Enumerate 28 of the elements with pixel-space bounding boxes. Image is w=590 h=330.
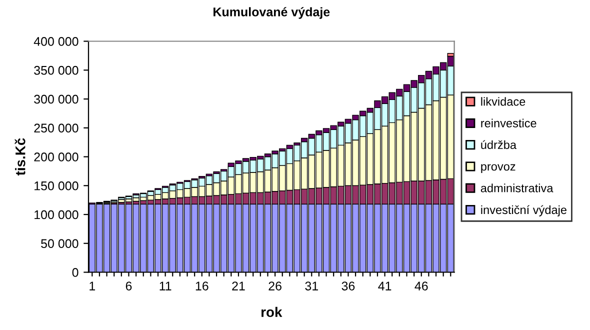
y-tick-label: 250 000 — [34, 124, 78, 133]
x-tick-label: 31 — [305, 282, 318, 290]
x-tick-label: 1 — [90, 282, 96, 290]
y-tick-label: 300 000 — [34, 94, 78, 104]
y-tick-label: 200 000 — [34, 152, 78, 162]
y-tick-label: 0 — [72, 268, 78, 277]
legend-label: reinvestice — [481, 118, 536, 128]
legend-label: údržba — [481, 140, 516, 150]
legend-label: investiční výdaje — [481, 205, 566, 216]
x-axis-title: rok — [262, 306, 282, 318]
y-axis-title: tis.Kč — [14, 138, 26, 176]
x-tick-label: 36 — [342, 282, 355, 290]
chart-title: Kumulované výdaje — [214, 7, 330, 19]
x-tick-label: 6 — [126, 282, 132, 290]
y-tick-label: 400 000 — [34, 37, 78, 46]
legend-label: likvidace — [481, 97, 526, 106]
x-tick-label: 21 — [232, 282, 245, 290]
x-tick-label: 11 — [160, 282, 172, 290]
y-tick-label: 50 000 — [41, 239, 78, 248]
legend-label: provoz — [481, 164, 516, 173]
legend-label: administrativa — [480, 184, 554, 192]
x-tick-label: 26 — [268, 282, 282, 290]
y-tick-label: 150 000 — [34, 181, 78, 190]
x-tick-label: 41 — [378, 282, 392, 290]
x-tick-label: 46 — [414, 282, 428, 290]
x-tick-label: 16 — [196, 282, 208, 290]
y-tick-label: 350 000 — [34, 66, 78, 75]
y-tick-label: 100 000 — [34, 210, 78, 220]
